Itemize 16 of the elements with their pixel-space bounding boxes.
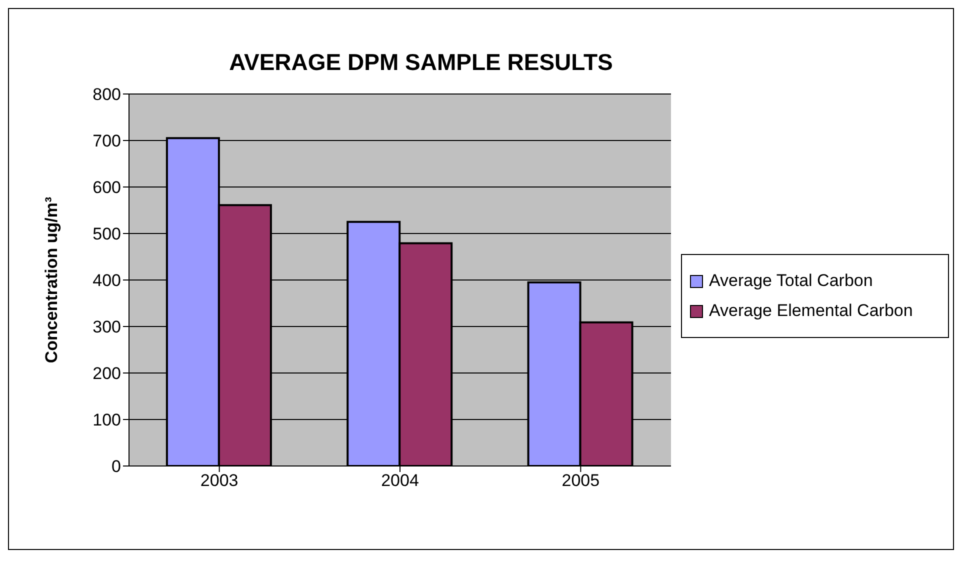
y-tick-label: 700 xyxy=(92,132,121,151)
legend-label: Average Total Carbon xyxy=(709,271,873,291)
y-tick-label: 500 xyxy=(92,224,121,244)
legend-label: Average Elemental Carbon xyxy=(709,301,913,321)
y-tick-label: 800 xyxy=(92,85,121,104)
y-tick-label: 600 xyxy=(92,178,121,198)
chart-title: AVERAGE DPM SAMPLE RESULTS xyxy=(228,49,614,76)
x-tick-label: 2005 xyxy=(562,471,600,490)
x-tick-label: 2003 xyxy=(200,471,238,490)
y-tick-label: 200 xyxy=(92,364,121,384)
y-tick-label: 0 xyxy=(112,457,121,476)
y-axis-title: Concentration ug/m³ xyxy=(42,196,62,364)
x-tick-label: 2004 xyxy=(381,471,419,490)
y-tick-label: 300 xyxy=(92,318,121,337)
y-tick-label: 400 xyxy=(92,271,121,290)
y-tick-label: 100 xyxy=(92,410,121,430)
